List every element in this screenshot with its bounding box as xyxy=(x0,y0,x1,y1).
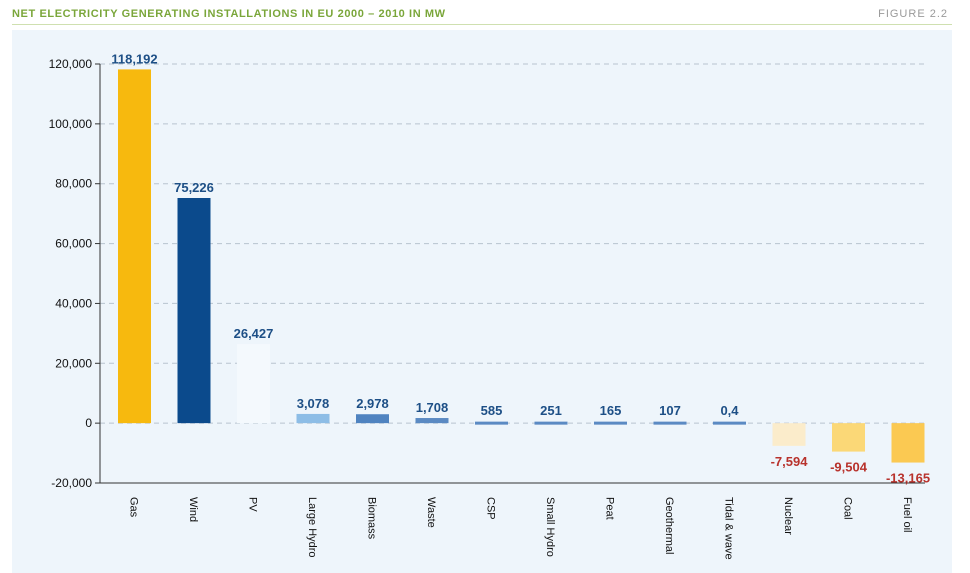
bar-geothermal xyxy=(653,421,687,425)
data-label: -7,594 xyxy=(771,454,809,469)
y-tick-label: 80,000 xyxy=(55,177,92,191)
header-divider xyxy=(12,24,952,25)
x-tick-label: Nuclear xyxy=(782,497,794,535)
gridlines xyxy=(100,63,925,484)
y-tick-label: -20,000 xyxy=(51,476,92,490)
chart-header: NET ELECTRICITY GENERATING INSTALLATIONS… xyxy=(0,0,970,26)
bar-waste xyxy=(415,418,449,424)
data-label: 26,427 xyxy=(234,326,274,341)
data-label: 107 xyxy=(659,403,681,418)
y-tick-label: 40,000 xyxy=(55,296,92,310)
x-tick-label: Fuel oil xyxy=(901,497,913,532)
x-tick-label: Large Hydro xyxy=(306,497,318,558)
x-tick-label: Geothermal xyxy=(663,497,675,554)
data-label: 1,708 xyxy=(416,400,449,415)
data-label: 75,226 xyxy=(174,180,214,195)
y-tick-label: 0 xyxy=(85,416,92,430)
data-label: -9,504 xyxy=(830,460,868,475)
x-tick-label: Peat xyxy=(604,497,616,520)
data-label: 585 xyxy=(481,403,503,418)
data-label: 118,192 xyxy=(111,51,157,66)
x-tick-label: Coal xyxy=(842,497,854,520)
data-label: 2,978 xyxy=(356,396,389,411)
bar-biomass xyxy=(356,414,389,424)
x-tick-label: Wind xyxy=(187,497,199,522)
y-axis: -20,000 0 20,000 40,000 60,000 80,000 100,000 1… xyxy=(49,57,925,490)
data-label: -13,165 xyxy=(886,471,930,486)
bar-peat xyxy=(594,421,627,425)
bar-coal xyxy=(832,423,865,452)
x-tick-label: Biomass xyxy=(366,497,378,540)
data-label: 251 xyxy=(540,403,562,418)
bars xyxy=(118,69,925,463)
x-tick-label: CSP xyxy=(485,497,497,520)
bar-csp xyxy=(475,421,508,425)
x-tick-label: Waste xyxy=(425,497,437,528)
bar-small-hydro xyxy=(534,421,568,425)
bar-gas xyxy=(118,69,151,424)
data-labels: 118,192 75,226 26,427 3,078 2,978 1,708 585 251… xyxy=(111,51,930,485)
x-tick-label: Tidal & wave xyxy=(723,497,735,560)
bar-large-hydro xyxy=(296,413,330,424)
bar-nuclear xyxy=(772,423,806,446)
figure-number: FIGURE 2.2 xyxy=(878,8,948,20)
bar-tidal-wave xyxy=(713,421,746,425)
y-tick-label: 100,000 xyxy=(49,117,93,131)
bar-fuel-oil xyxy=(891,423,925,463)
bar-pv xyxy=(237,344,270,424)
bar-wind xyxy=(177,198,211,424)
y-tick-label: 60,000 xyxy=(55,237,92,251)
y-tick-label: 20,000 xyxy=(55,356,92,370)
data-label: 3,078 xyxy=(297,396,330,411)
x-axis-labels: Gas Wind PV Large Hydro Biomass Waste CSP Small… xyxy=(128,497,914,560)
y-tick-label: 120,000 xyxy=(49,57,93,71)
x-tick-label: Small Hydro xyxy=(544,497,556,557)
x-tick-label: PV xyxy=(247,497,259,512)
x-tick-label: Gas xyxy=(128,497,140,518)
chart-title: NET ELECTRICITY GENERATING INSTALLATIONS… xyxy=(12,8,446,20)
data-label: 0,4 xyxy=(720,403,739,418)
data-label: 165 xyxy=(600,403,622,418)
